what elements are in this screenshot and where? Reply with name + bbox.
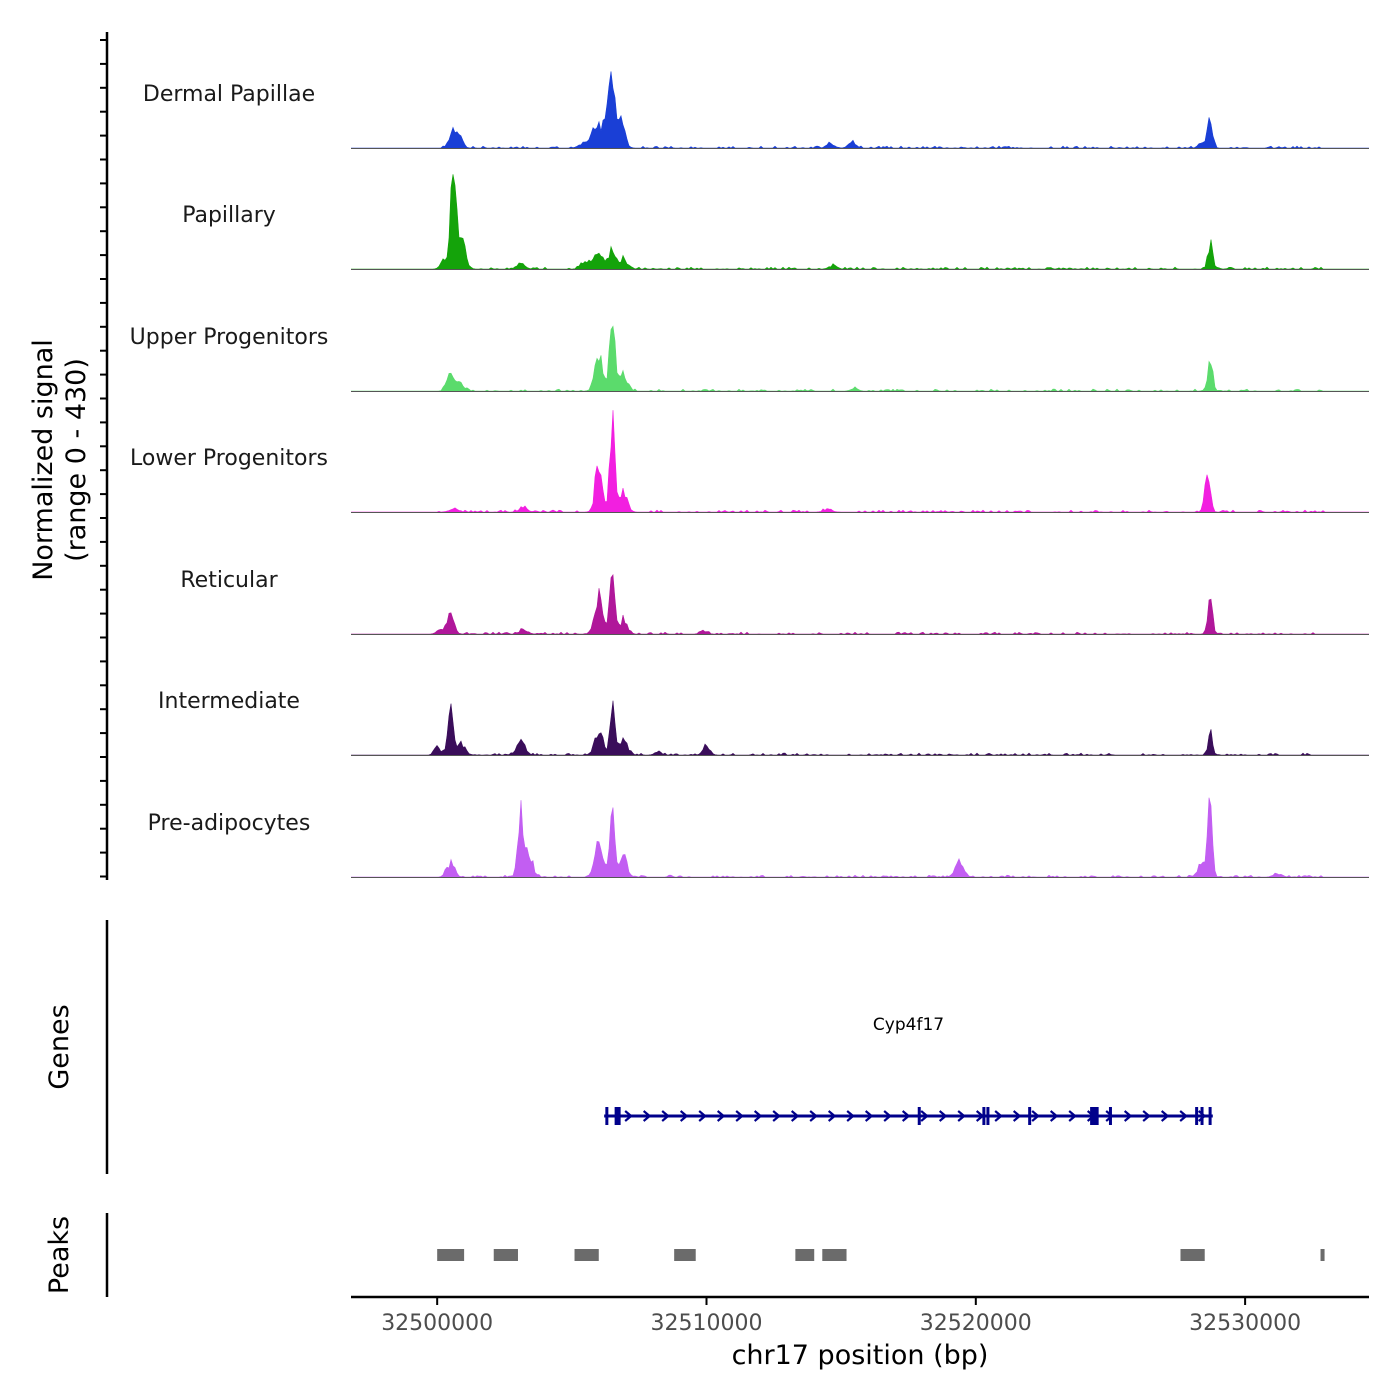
gene-exon [1195, 1107, 1199, 1125]
gene-label: Cyp4f17 [873, 1015, 944, 1035]
gene-exon [1108, 1107, 1112, 1125]
ylabel-line1: Normalized signal [28, 339, 59, 581]
signal-track: Pre-adipocytes [148, 797, 1369, 878]
peak-track [437, 1249, 1325, 1261]
peaks-axis-title: Peaks [44, 1216, 75, 1294]
signal-track: Upper Progenitors [130, 325, 1369, 392]
track-label: Pre-adipocytes [148, 811, 311, 836]
strand-arrow [753, 1110, 763, 1122]
gene-exon [1200, 1107, 1204, 1125]
signal-axis-title: Normalized signal (range 0 - 430) [28, 339, 92, 581]
strand-arrow [920, 1110, 929, 1122]
strand-arrow [846, 1110, 855, 1122]
strand-arrow [994, 1110, 1003, 1122]
signal-track: Dermal Papillae [143, 71, 1369, 149]
strand-arrow [772, 1110, 781, 1122]
signal-area [351, 71, 1369, 149]
peak-region [1180, 1249, 1205, 1261]
strand-arrow [1142, 1110, 1151, 1122]
ylabel-line2: (range 0 - 430) [61, 358, 92, 562]
peak-region [493, 1249, 518, 1261]
signal-axis-ticks [100, 39, 107, 878]
gene-exon [917, 1107, 921, 1125]
track-label: Papillary [182, 203, 276, 228]
track-label: Upper Progenitors [130, 325, 329, 350]
x-axis-ticks: 32500000 32510000 32520000 32530000 [381, 1297, 1301, 1336]
x-axis-title: chr17 position (bp) [732, 1340, 989, 1371]
signal-area [351, 700, 1369, 756]
signal-area [351, 174, 1369, 270]
genes-axis-title: Genes [44, 1004, 75, 1089]
strand-arrow [901, 1110, 911, 1122]
signal-track: Papillary [182, 174, 1369, 270]
signal-area [351, 325, 1369, 392]
signal-track: Reticular [180, 568, 1369, 635]
strand-arrow [1068, 1110, 1077, 1122]
peak-region [574, 1249, 599, 1261]
strand-arrow [698, 1110, 707, 1122]
strand-arrow [938, 1110, 948, 1122]
strand-arrow [809, 1110, 818, 1122]
strand-arrow [883, 1110, 892, 1122]
strand-arrow [624, 1110, 633, 1122]
peak-region [437, 1249, 465, 1261]
strand-arrow [864, 1110, 874, 1122]
strand-arrow [827, 1110, 837, 1122]
gene-exon [1028, 1107, 1032, 1125]
gene-track: Cyp4f17 [604, 1015, 1213, 1125]
gene-exon [614, 1107, 621, 1125]
strand-arrow [661, 1110, 670, 1122]
gene-exon [1090, 1107, 1094, 1125]
strand-arrow [957, 1110, 966, 1122]
strand-arrow [1012, 1110, 1022, 1122]
peak-region [822, 1249, 847, 1261]
gene-exon [982, 1107, 986, 1125]
signal-track: Lower Progenitors [130, 410, 1369, 513]
peak-region [674, 1249, 696, 1261]
x-tick-label: 32530000 [1189, 1311, 1301, 1336]
signal-area [351, 573, 1369, 635]
gene-exon [605, 1107, 609, 1125]
strand-arrow [1179, 1110, 1188, 1122]
signal-tracks: Dermal Papillae Papillary Upper Progenitor… [130, 71, 1369, 878]
strand-arrow [1049, 1110, 1059, 1122]
gene-exon [1208, 1107, 1212, 1125]
track-label: Dermal Papillae [143, 82, 315, 107]
x-tick-label: 32510000 [650, 1311, 762, 1336]
signal-area [351, 797, 1369, 878]
strand-arrow [1105, 1110, 1114, 1122]
peak-region [795, 1249, 815, 1261]
track-label: Reticular [180, 568, 278, 593]
track-label: Intermediate [158, 689, 300, 714]
gene-exon [1092, 1107, 1099, 1125]
x-tick-label: 32520000 [920, 1311, 1032, 1336]
strand-arrow [679, 1110, 689, 1122]
peak-region [1320, 1249, 1325, 1261]
signal-area [351, 410, 1369, 513]
strand-arrow [735, 1110, 744, 1122]
strand-arrow [1031, 1110, 1040, 1122]
strand-arrow [716, 1110, 726, 1122]
gene-exon [986, 1107, 990, 1125]
x-tick-label: 32500000 [381, 1311, 493, 1336]
strand-arrow [790, 1110, 800, 1122]
strand-arrow [642, 1110, 652, 1122]
track-label: Lower Progenitors [130, 446, 328, 471]
signal-track: Intermediate [158, 689, 1369, 756]
strand-arrow [1160, 1110, 1170, 1122]
strand-arrow [1123, 1110, 1133, 1122]
